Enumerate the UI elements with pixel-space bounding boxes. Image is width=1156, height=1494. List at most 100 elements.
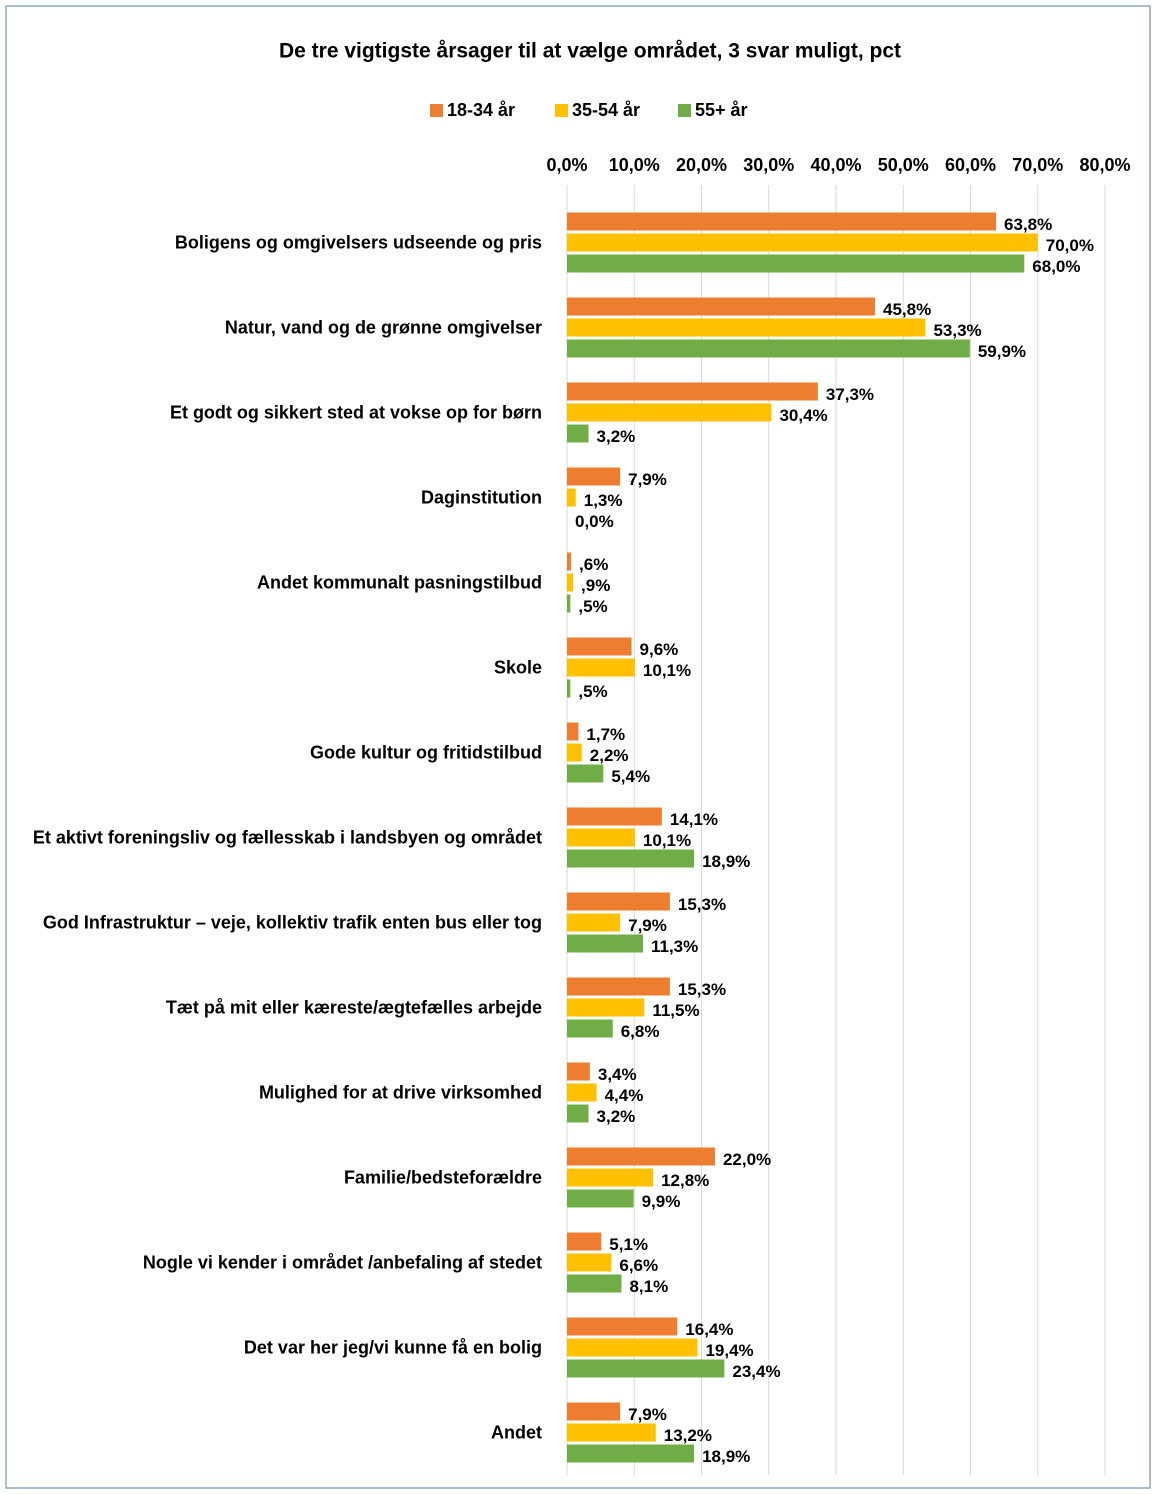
category-label: Skole bbox=[493, 657, 542, 677]
bar bbox=[567, 849, 695, 868]
category-label: Familie/bedsteforældre bbox=[343, 1167, 542, 1187]
data-label: 0,0% bbox=[575, 512, 614, 531]
bar bbox=[567, 467, 621, 486]
data-label: 30,4% bbox=[779, 406, 827, 425]
bar bbox=[567, 488, 576, 507]
bar bbox=[567, 1274, 622, 1293]
data-label: 14,1% bbox=[670, 810, 718, 829]
category-label: Andet kommunalt pasningstilbud bbox=[256, 572, 542, 592]
data-label: 9,9% bbox=[642, 1192, 681, 1211]
bar bbox=[567, 1317, 678, 1336]
data-label: 18,9% bbox=[702, 852, 750, 871]
bar bbox=[567, 658, 635, 677]
bar bbox=[567, 297, 876, 316]
category-label: Tæt på mit eller kæreste/ægtefælles arbe… bbox=[165, 997, 542, 1017]
category-label: Natur, vand og de grønne omgivelser bbox=[224, 317, 542, 337]
data-label: 16,4% bbox=[685, 1320, 733, 1339]
data-label: 4,4% bbox=[605, 1086, 644, 1105]
x-tick-label: 40,0% bbox=[810, 155, 861, 175]
x-tick-label: 30,0% bbox=[743, 155, 794, 175]
bar bbox=[567, 977, 670, 996]
bar bbox=[567, 764, 604, 783]
data-label: ,6% bbox=[579, 555, 608, 574]
category-label: Det var her jeg/vi kunne få en bolig bbox=[243, 1337, 542, 1357]
data-label: ,5% bbox=[578, 597, 607, 616]
data-label: 10,1% bbox=[643, 831, 691, 850]
bar bbox=[567, 1402, 621, 1421]
category-label: Et aktivt foreningsliv og fællesskab i l… bbox=[32, 827, 542, 847]
data-label: 7,9% bbox=[628, 470, 667, 489]
bar bbox=[567, 1062, 590, 1081]
data-label: 37,3% bbox=[826, 385, 874, 404]
data-label: 15,3% bbox=[678, 895, 726, 914]
bar bbox=[567, 552, 572, 571]
legend-label: 35-54 år bbox=[572, 100, 640, 120]
bar bbox=[567, 1083, 597, 1102]
category-label: Daginstitution bbox=[421, 487, 542, 507]
category-label: Mulighed for at drive virksomhed bbox=[258, 1082, 542, 1102]
bar bbox=[567, 892, 670, 911]
data-label: 10,1% bbox=[643, 661, 691, 680]
data-label: 8,1% bbox=[629, 1277, 668, 1296]
data-label: 19,4% bbox=[705, 1341, 753, 1360]
bar bbox=[567, 382, 818, 401]
bar bbox=[567, 573, 574, 592]
data-label: 68,0% bbox=[1032, 257, 1080, 276]
legend-label: 18-34 år bbox=[447, 100, 515, 120]
category-label: Boligens og omgivelsers udseende og pris bbox=[174, 232, 542, 252]
legend-swatch bbox=[678, 104, 691, 117]
data-label: 2,2% bbox=[590, 746, 629, 765]
chart-title: De tre vigtigste årsager til at vælge om… bbox=[279, 40, 901, 63]
bar bbox=[567, 403, 772, 422]
data-label: 7,9% bbox=[628, 1405, 667, 1424]
data-label: 23,4% bbox=[732, 1362, 780, 1381]
bar bbox=[567, 233, 1038, 252]
bar bbox=[567, 1168, 654, 1187]
bar bbox=[567, 743, 582, 762]
data-label: 1,7% bbox=[586, 725, 625, 744]
data-label: 18,9% bbox=[702, 1447, 750, 1466]
x-tick-label: 50,0% bbox=[878, 155, 929, 175]
x-tick-label: 80,0% bbox=[1079, 155, 1130, 175]
bar bbox=[567, 318, 926, 337]
legend-swatch bbox=[555, 104, 568, 117]
bar bbox=[567, 212, 997, 231]
data-label: 63,8% bbox=[1004, 215, 1052, 234]
data-label: 5,4% bbox=[611, 767, 650, 786]
data-label: 6,8% bbox=[621, 1022, 660, 1041]
bar bbox=[567, 1019, 613, 1038]
data-label: 7,9% bbox=[628, 916, 667, 935]
bar bbox=[567, 1423, 656, 1442]
data-label: 5,1% bbox=[609, 1235, 648, 1254]
data-label: 45,8% bbox=[883, 300, 931, 319]
data-label: 12,8% bbox=[661, 1171, 709, 1190]
data-label: ,5% bbox=[578, 682, 607, 701]
x-tick-label: 10,0% bbox=[609, 155, 660, 175]
bar bbox=[567, 934, 643, 953]
bar bbox=[567, 1147, 715, 1166]
bar bbox=[567, 679, 571, 698]
data-label: ,9% bbox=[581, 576, 610, 595]
category-label: Gode kultur og fritidstilbud bbox=[310, 742, 542, 762]
data-label: 11,5% bbox=[652, 1001, 699, 1020]
data-label: 22,0% bbox=[723, 1150, 771, 1169]
bar bbox=[567, 913, 621, 932]
x-tick-label: 70,0% bbox=[1012, 155, 1063, 175]
data-label: 3,2% bbox=[597, 1107, 636, 1126]
bar bbox=[567, 1253, 612, 1272]
bar bbox=[567, 254, 1025, 273]
data-label: 3,2% bbox=[597, 427, 636, 446]
bar bbox=[567, 339, 970, 358]
bar bbox=[567, 807, 662, 826]
legend-swatch bbox=[430, 104, 443, 117]
data-label: 11,3% bbox=[651, 937, 698, 956]
legend-label: 55+ år bbox=[695, 100, 748, 120]
data-label: 3,4% bbox=[598, 1065, 637, 1084]
category-label: Andet bbox=[491, 1422, 542, 1442]
bar bbox=[567, 424, 589, 443]
x-tick-label: 60,0% bbox=[945, 155, 996, 175]
data-label: 13,2% bbox=[664, 1426, 712, 1445]
bar bbox=[567, 1104, 589, 1123]
